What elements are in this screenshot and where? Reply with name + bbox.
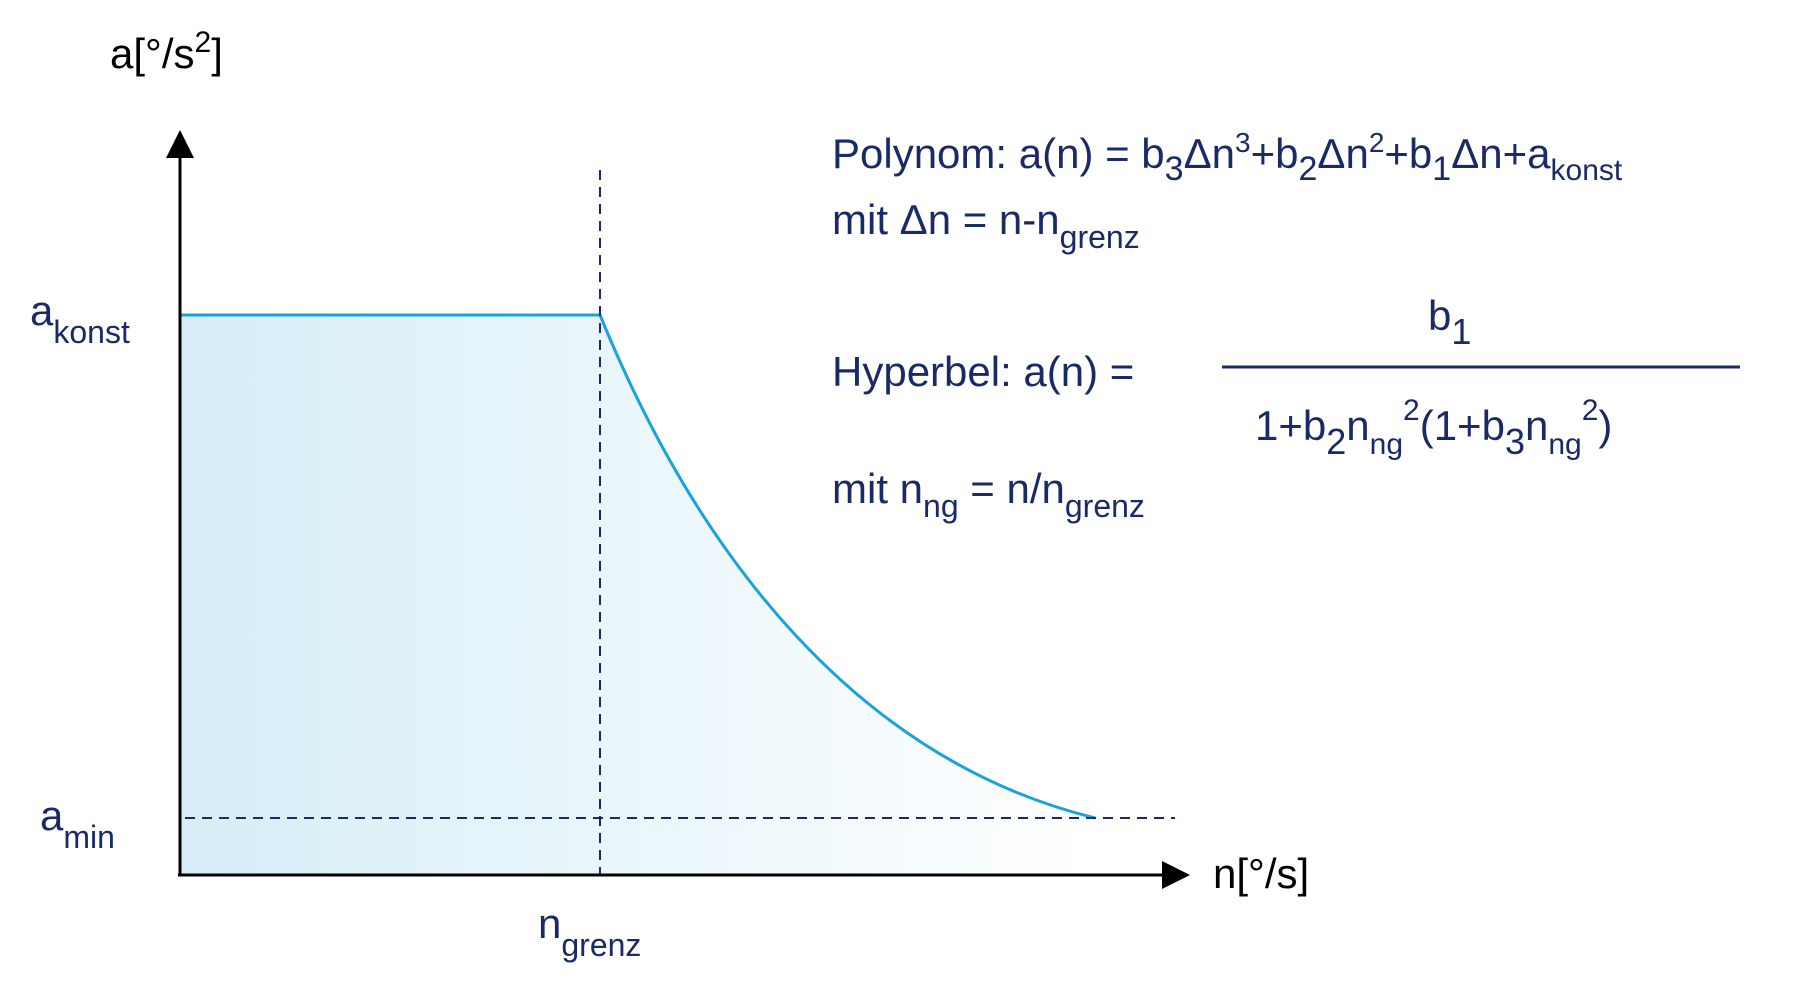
svg-text:akonst: akonst [30,287,130,350]
x-axis-label: n[°/s] [1213,850,1309,897]
area-under-curve [180,315,1095,875]
a-min-label: amin [40,792,115,855]
y-axis-label: a[°/s2] [110,26,223,77]
hyperbel-denominator: 1+b2nng2(1+b3nng2) [1255,394,1612,462]
svg-text:mit Δn = n-ngrenz: mit Δn = n-ngrenz [832,196,1140,255]
svg-text:ngrenz: ngrenz [538,900,641,963]
svg-text:mit nng = n/ngrenz: mit nng = n/ngrenz [832,465,1145,524]
hyperbel-definition: mit nng = n/ngrenz [832,465,1145,524]
y-axis-arrow-icon [166,130,194,158]
x-axis-arrow-icon [1162,861,1190,889]
svg-text:Hyperbel: a(n) =: Hyperbel: a(n) = [832,348,1134,395]
svg-text:1+b2nng2(1+b3nng2): 1+b2nng2(1+b3nng2) [1255,394,1612,462]
polynom-formula: Polynom: a(n) = b3Δn3+b2Δn2+b1Δn+akonst [832,127,1623,188]
a-konst-label: akonst [30,287,130,350]
svg-text:amin: amin [40,792,115,855]
svg-text:b1: b1 [1428,292,1471,352]
polynom-definition: mit Δn = n-ngrenz [832,196,1140,255]
acceleration-curve [180,313,1096,820]
svg-text:Polynom: a(n) = b3Δn3+b2Δn2+b1: Polynom: a(n) = b3Δn3+b2Δn2+b1Δn+akonst [832,127,1623,188]
hyperbel-numerator: b1 [1428,292,1471,352]
n-grenz-label: ngrenz [538,900,641,963]
hyperbel-label: Hyperbel: a(n) = [832,348,1134,395]
